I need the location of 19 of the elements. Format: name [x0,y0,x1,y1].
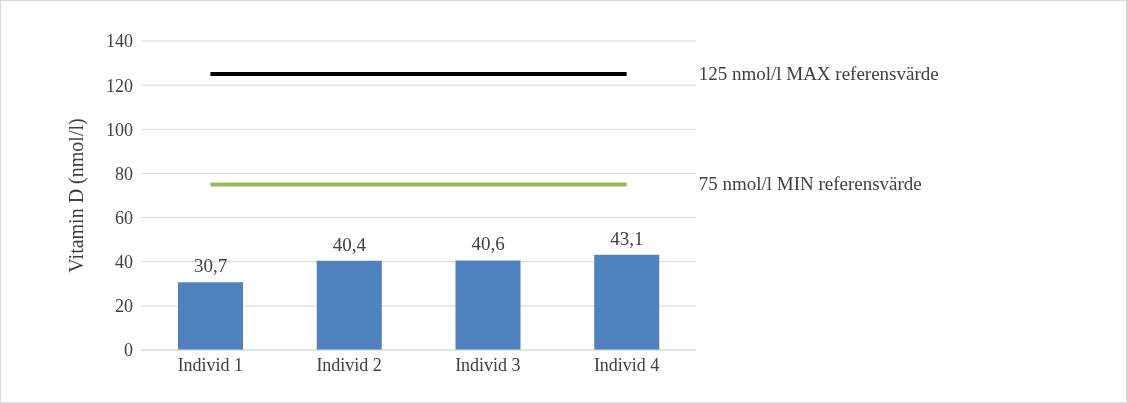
text: 125 nmol/l MAX referensvärde [698,63,939,85]
y-tick-label: 120 [106,75,133,96]
y-tick-label: 80 [115,163,133,184]
y-tick-label: 100 [106,119,133,140]
y-tick-label: 40 [115,252,133,273]
x-tick-label: Individ 2 [316,354,382,375]
x-tick-label: Individ 3 [455,354,521,375]
y-tick-label: 140 [106,31,133,52]
data-label: 40,6 [471,233,505,255]
y-tick-label: 0 [124,340,133,361]
y-tick-label: 20 [115,296,133,317]
x-tick-label: Individ 1 [177,354,244,375]
y-tick-label: 60 [115,207,133,228]
x-tick-label: Individ 4 [593,354,660,375]
data-label: 30,7 [193,255,228,277]
text: 75 nmol/l MIN referensvärde [698,173,922,195]
data-label: 43,1 [610,227,644,249]
y-axis-title: Vitamin D (nmol/l) [65,118,89,273]
data-label: 40,4 [332,233,367,255]
